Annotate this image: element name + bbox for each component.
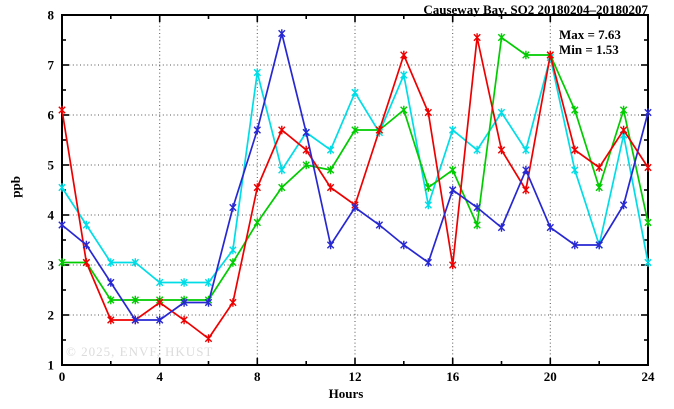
x-axis-label: Hours (0, 386, 674, 402)
y-axis-label: ppb (8, 176, 23, 198)
y-tick-label: 2 (48, 308, 55, 323)
x-tick-label: 8 (254, 369, 261, 384)
x-tick-label: 24 (642, 369, 656, 384)
y-tick-label: 3 (48, 258, 55, 273)
x-tick-label: 16 (446, 369, 460, 384)
axis-ticks (61, 14, 649, 366)
data-point-markers-red (58, 33, 652, 343)
y-tick-label: 7 (48, 58, 55, 73)
y-tick-label: 1 (48, 358, 55, 373)
grid-lines (62, 15, 648, 365)
annotation-box: Max = 7.63 Min = 1.53 (559, 27, 621, 57)
y-tick-label: 6 (48, 108, 55, 123)
y-tick-label: 8 (48, 8, 55, 23)
data-point-markers-blue (58, 29, 652, 325)
x-tick-label: 20 (544, 369, 557, 384)
x-axis-label-text: Hours (328, 386, 364, 401)
plot-border (61, 14, 649, 366)
chart-title: Causeway Bay, SO2 20180204–20180207 (423, 2, 648, 17)
watermark: © 2025, ENVF, HKUST (66, 344, 214, 359)
x-tick-label: 0 (59, 369, 66, 384)
x-tick-label: 4 (156, 369, 163, 384)
series-blue (58, 29, 652, 325)
y-tick-label: 5 (48, 158, 55, 173)
min-annotation: Min = 1.53 (559, 42, 619, 57)
max-annotation: Max = 7.63 (559, 27, 621, 42)
y-tick-label: 4 (48, 208, 55, 223)
x-tick-label: 12 (349, 369, 362, 384)
